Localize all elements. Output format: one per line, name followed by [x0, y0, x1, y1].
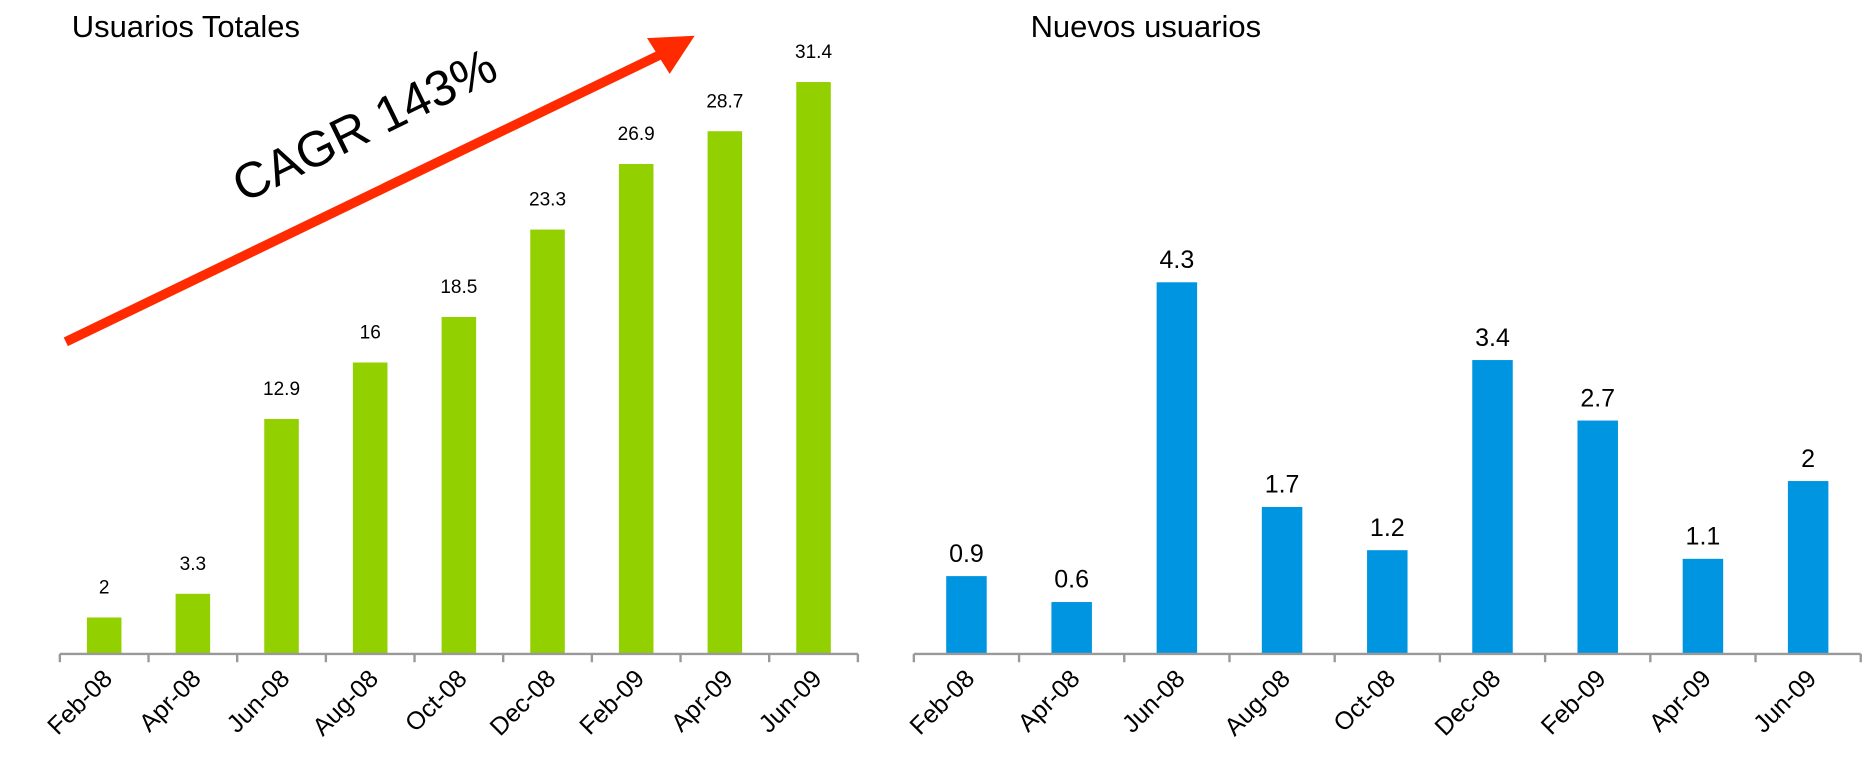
- bar: [352, 362, 388, 654]
- bar: [1261, 506, 1303, 654]
- chart-title: Nuevos usuarios: [1031, 9, 1262, 44]
- x-tick-label: Aug-08: [307, 665, 384, 742]
- x-tick-label: Feb-08: [904, 665, 980, 741]
- x-tick-label: Apr-08: [134, 665, 207, 738]
- bar: [707, 131, 743, 654]
- bar: [1472, 360, 1513, 654]
- x-tick-label: Feb-09: [1536, 665, 1612, 741]
- x-tick-label: Jun-09: [753, 665, 827, 739]
- bar: [175, 593, 211, 654]
- data-label: 1.7: [1265, 471, 1300, 499]
- annotation: CAGR 143%: [224, 37, 506, 213]
- x-tick-label: Aug-08: [1219, 665, 1296, 742]
- x-tick-label: Dec-08: [485, 665, 562, 742]
- data-label: 12.9: [263, 379, 300, 400]
- bar: [796, 82, 831, 654]
- data-label: 1.1: [1686, 523, 1721, 551]
- x-tick-label: Oct-08: [400, 665, 473, 738]
- data-label: 18.5: [440, 277, 477, 298]
- data-label: 1.2: [1370, 514, 1405, 542]
- data-label: 16: [360, 323, 381, 344]
- bar: [1787, 481, 1829, 654]
- data-label: 2: [99, 578, 110, 599]
- data-label: 31.4: [795, 42, 832, 63]
- x-tick-label: Jun-08: [1117, 665, 1191, 739]
- data-label: 0.9: [949, 540, 984, 568]
- annotation-arrow: [63, 49, 665, 347]
- data-label: 4.3: [1159, 246, 1194, 274]
- x-tick-label: Feb-09: [574, 665, 650, 741]
- bar: [1156, 282, 1198, 654]
- data-label: 3.4: [1475, 324, 1510, 352]
- x-tick-label: Apr-09: [666, 665, 739, 738]
- x-tick-label: Oct-08: [1328, 665, 1401, 738]
- data-label: 23.3: [529, 190, 566, 211]
- bar: [1577, 420, 1618, 654]
- bar: [946, 576, 987, 654]
- bar: [86, 617, 122, 654]
- bar: [1051, 602, 1092, 654]
- data-label: 3.3: [180, 554, 206, 575]
- data-label: 2.7: [1580, 384, 1615, 412]
- data-label: 28.7: [706, 91, 743, 112]
- data-label: 0.6: [1054, 566, 1089, 594]
- bar: [264, 418, 299, 654]
- data-label: 26.9: [618, 124, 655, 145]
- bar: [1367, 550, 1408, 654]
- x-tick-label: Jun-09: [1748, 665, 1822, 739]
- annotation-arrowhead: [647, 35, 695, 74]
- x-tick-label: Apr-08: [1013, 665, 1086, 738]
- x-tick-label: Dec-08: [1429, 665, 1506, 742]
- x-tick-label: Jun-08: [221, 665, 295, 739]
- bar: [618, 164, 654, 654]
- chart-title: Usuarios Totales: [72, 9, 300, 44]
- x-tick-label: Feb-08: [42, 665, 118, 741]
- bar: [530, 229, 565, 654]
- bar: [441, 316, 477, 654]
- bar: [1682, 558, 1724, 654]
- x-tick-label: Apr-09: [1644, 665, 1717, 738]
- data-label: 2: [1801, 445, 1815, 473]
